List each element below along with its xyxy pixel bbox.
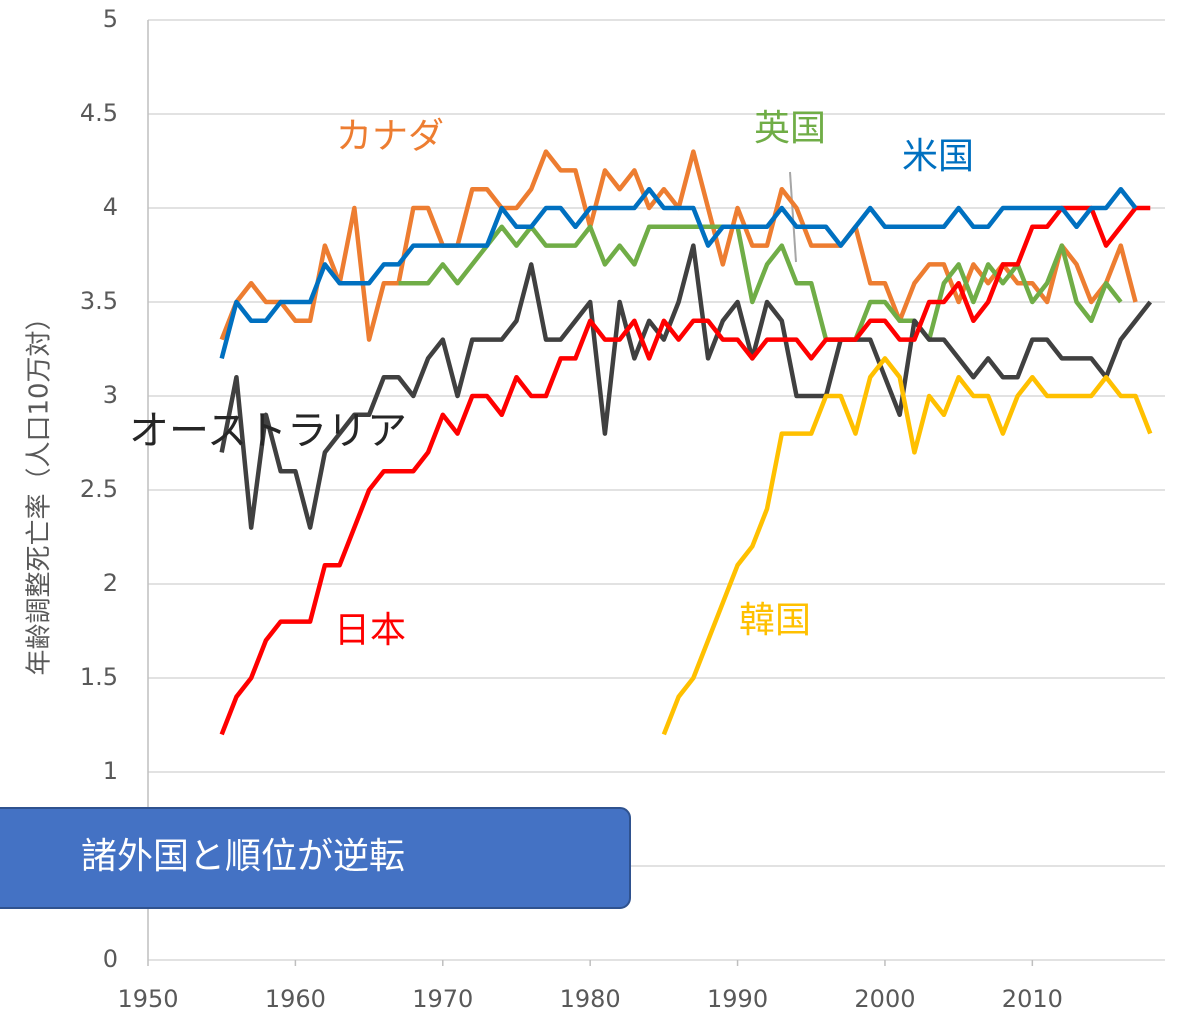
- y-tick-label: 5: [103, 5, 118, 33]
- y-tick-label: 2.5: [80, 475, 118, 503]
- x-tick-label: 1970: [412, 985, 473, 1013]
- series-label: 米国: [902, 136, 974, 177]
- series-line: [661, 356, 1153, 736]
- y-tick-label: 1.5: [80, 663, 118, 691]
- series-label: オーストラリア: [129, 408, 407, 454]
- x-tick-label: 2000: [854, 985, 915, 1013]
- x-tick-label: 1990: [707, 985, 768, 1013]
- callout-box: [0, 807, 631, 909]
- y-axis-label: 年齢調整死亡率（人口10万対）: [25, 304, 55, 675]
- y-tick-label: 3: [103, 381, 118, 409]
- x-tick-label: 2010: [1002, 985, 1063, 1013]
- y-tick-label: 1: [103, 757, 118, 785]
- x-tick-label: 1960: [265, 985, 326, 1013]
- series-line: [219, 205, 1151, 736]
- series-label: 韓国: [739, 600, 811, 641]
- leader-line: [789, 171, 797, 263]
- series-line: [219, 186, 1138, 359]
- y-tick-label: 3.5: [80, 287, 118, 315]
- series-line: [219, 149, 1138, 342]
- y-tick-label: 0: [103, 945, 118, 973]
- x-tick-label: 1980: [560, 985, 621, 1013]
- y-tick-label: 4.5: [80, 99, 118, 127]
- callout-text: 諸外国と順位が逆転: [81, 836, 405, 877]
- x-tick-label: 1950: [117, 985, 178, 1013]
- series-label: 日本: [334, 610, 406, 651]
- y-tick-label: 4: [103, 193, 118, 221]
- series-label: 英国: [754, 108, 826, 149]
- series-line: [398, 224, 1123, 342]
- y-tick-label: 2: [103, 569, 118, 597]
- series-line: [219, 243, 1153, 530]
- series-label: カナダ: [336, 116, 444, 157]
